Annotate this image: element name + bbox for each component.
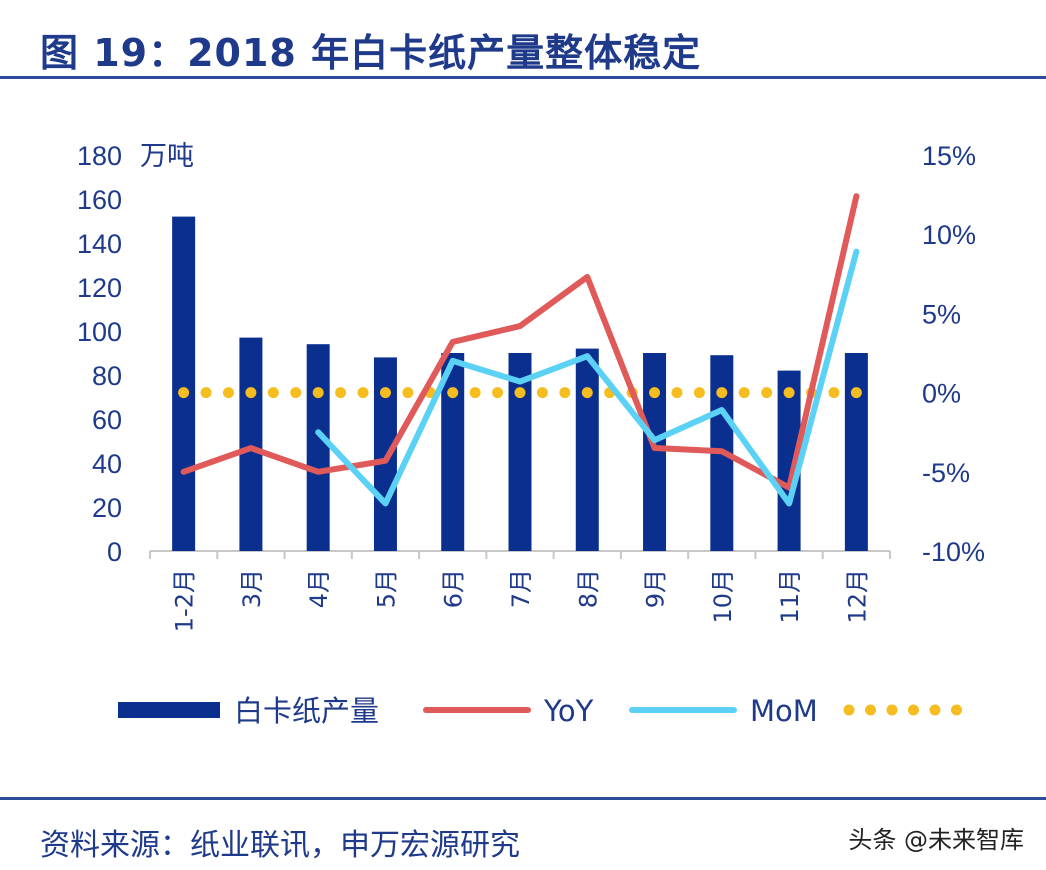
zero-dot <box>222 387 234 399</box>
y-left-tick-label: 160 <box>77 185 122 215</box>
zero-dot <box>312 387 324 399</box>
zero-dot <box>649 387 661 399</box>
y-left-tick-label: 20 <box>92 493 122 523</box>
zero-dot <box>559 387 571 399</box>
x-tick-label: 7月 <box>507 569 535 608</box>
zero-dot <box>290 387 302 399</box>
zero-dot <box>200 387 212 399</box>
legend-label: MoM <box>750 694 818 728</box>
legend-swatch-zero-dot <box>951 704 962 716</box>
bar <box>441 353 465 551</box>
bar <box>643 353 667 551</box>
zero-dot <box>469 387 481 399</box>
y-left-unit-label: 万吨 <box>140 141 194 172</box>
legend: 白卡纸产量 YoY MoM <box>118 694 962 728</box>
x-tick-label: 8月 <box>574 569 602 608</box>
y-left-tick-label: 100 <box>77 317 122 347</box>
bar <box>777 370 801 551</box>
zero-dot <box>379 387 391 399</box>
x-tick-label: 11月 <box>776 569 804 624</box>
bar <box>508 353 532 551</box>
zero-dot <box>536 387 548 399</box>
y-left-tick-label: 120 <box>77 273 122 303</box>
x-tick-label: 1-2月 <box>171 569 199 632</box>
title-divider <box>0 76 1046 79</box>
zero-dot <box>245 387 257 399</box>
mom-line <box>315 248 860 507</box>
y-right-tick-label: 0% <box>922 379 961 409</box>
yoy-line <box>180 193 860 491</box>
watermark: 头条 @未来智库 <box>848 826 1024 854</box>
y-right-tick-label: -10% <box>922 537 985 567</box>
line-series <box>180 193 860 507</box>
zero-dot <box>783 387 795 399</box>
x-tick-label: 3月 <box>238 569 266 608</box>
bar <box>844 353 868 551</box>
y-right-tick-label: 5% <box>922 299 961 329</box>
x-tick-label: 6月 <box>440 569 468 608</box>
y-right-tick-label: 15% <box>922 141 976 171</box>
y-left-tick-label: 80 <box>92 361 122 391</box>
zero-dot <box>828 387 840 399</box>
legend-swatch-zero-dot <box>929 704 941 716</box>
bar <box>306 344 330 551</box>
legend-swatch-zero-dot <box>908 704 919 716</box>
zero-dot <box>178 387 190 399</box>
zero-dot <box>492 387 504 399</box>
source-note: 资料来源：纸业联讯，申万宏源研究 <box>40 828 520 863</box>
legend-swatch-zero-dot <box>865 704 876 716</box>
zero-dot <box>671 387 683 399</box>
x-tick-label: 10月 <box>709 569 737 624</box>
footer-divider <box>0 797 1046 800</box>
zero-dot <box>514 387 526 399</box>
figure-title: 图 19：2018 年白卡纸产量整体稳定 <box>40 31 702 75</box>
bar <box>373 357 397 551</box>
y-left-tick-label: 140 <box>77 229 122 259</box>
y-left-tick-label: 180 <box>77 141 122 171</box>
chart: 0 20 40 60 80 100 120 140 160 180 万吨 -10% -5% 0% 5% 10%… <box>77 141 985 728</box>
zero-dot <box>581 387 593 399</box>
zero-dot <box>850 387 862 399</box>
zero-dot <box>267 387 279 399</box>
x-tick-label: 9月 <box>642 569 670 608</box>
zero-dot <box>402 387 414 399</box>
legend-swatch-zero-dot <box>843 704 855 716</box>
x-tick-label: 5月 <box>372 569 400 608</box>
y-right-tick-label: 10% <box>922 220 976 250</box>
zero-dot <box>357 387 369 399</box>
y-left-tick-label: 0 <box>107 537 122 567</box>
y-left-tick-label: 60 <box>92 405 122 435</box>
bar <box>575 348 599 551</box>
bar <box>239 337 263 551</box>
bar <box>172 216 196 551</box>
zero-dot <box>716 387 728 399</box>
zero-dot <box>335 387 347 399</box>
x-tick-label: 12月 <box>843 569 871 624</box>
zero-dot <box>738 387 750 399</box>
legend-label: 白卡纸产量 <box>234 694 379 728</box>
x-tick-label: 4月 <box>305 569 333 608</box>
zero-dot <box>447 387 459 399</box>
zero-dot <box>761 387 773 399</box>
y-left-tick-label: 40 <box>92 449 122 479</box>
axes: 0 20 40 60 80 100 120 140 160 180 万吨 -10% -5% 0% 5% 10%… <box>77 141 985 632</box>
legend-swatch-bar <box>118 702 220 718</box>
legend-label: YoY <box>543 694 594 728</box>
legend-swatch-zero-dot <box>886 704 898 716</box>
zero-dot <box>693 387 705 399</box>
y-right-tick-label: -5% <box>922 458 970 488</box>
zero-dotted-series <box>178 387 862 399</box>
